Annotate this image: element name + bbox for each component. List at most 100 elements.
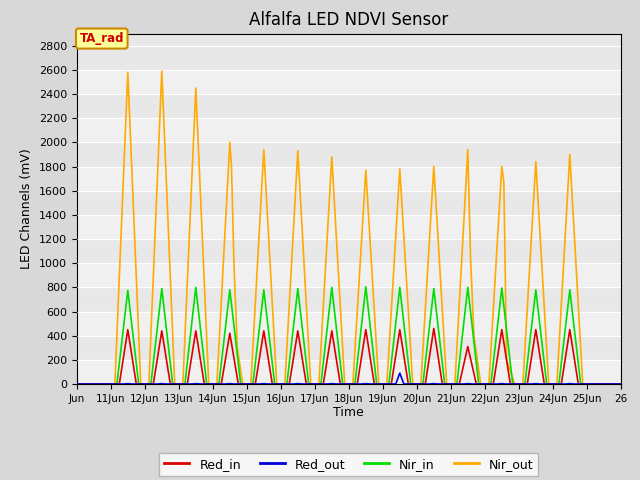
- Red_out: [188, 381, 196, 387]
- Red_in: [218, 381, 225, 387]
- Red_in: [200, 381, 208, 387]
- Red_in: [132, 381, 140, 387]
- Bar: [77, 191, 621, 215]
- Nir_in: [305, 381, 312, 387]
- Red_in: [396, 327, 404, 333]
- Bar: [77, 263, 621, 288]
- Red_in: [438, 381, 446, 387]
- Red_in: [566, 327, 573, 333]
- Red_out: [460, 381, 468, 387]
- Red_out: [570, 381, 578, 387]
- Nir_out: [247, 381, 255, 387]
- Red_in: [617, 381, 625, 387]
- Red_in: [252, 381, 259, 387]
- Red_in: [575, 381, 582, 387]
- Red_in: [234, 381, 242, 387]
- Red_in: [158, 328, 166, 334]
- Nir_in: [135, 381, 143, 387]
- Bar: [77, 46, 621, 70]
- Red_out: [324, 381, 332, 387]
- Red_in: [337, 381, 344, 387]
- Red_out: [426, 381, 433, 387]
- Red_in: [387, 381, 395, 387]
- Bar: [77, 215, 621, 239]
- Red_out: [332, 381, 340, 387]
- Nir_in: [158, 286, 166, 291]
- Red_in: [404, 381, 412, 387]
- Red_out: [222, 381, 230, 387]
- Bar: [77, 143, 621, 167]
- Red_in: [422, 381, 429, 387]
- Red_in: [124, 327, 132, 333]
- Red_out: [430, 381, 438, 386]
- Nir_in: [215, 381, 223, 387]
- Line: Red_in: Red_in: [77, 328, 621, 384]
- Nir_in: [464, 285, 472, 290]
- Red_out: [562, 381, 570, 387]
- Red_out: [260, 381, 268, 386]
- Red_in: [226, 330, 234, 336]
- Red_out: [328, 381, 335, 386]
- Nir_out: [228, 164, 236, 169]
- Red_in: [557, 381, 565, 387]
- Bar: [77, 360, 621, 384]
- Nir_in: [328, 285, 335, 290]
- Red_in: [353, 381, 361, 387]
- Red_out: [154, 381, 161, 387]
- Red_in: [540, 381, 548, 387]
- Red_out: [502, 381, 509, 387]
- Nir_in: [249, 381, 257, 387]
- Nir_in: [113, 381, 121, 387]
- Red_out: [73, 381, 81, 387]
- Nir_in: [339, 381, 346, 387]
- Red_out: [196, 381, 204, 387]
- Red_out: [536, 381, 544, 387]
- Red_out: [464, 381, 472, 386]
- Nir_in: [509, 381, 516, 387]
- Nir_in: [362, 284, 370, 289]
- Nir_in: [441, 381, 449, 387]
- Line: Nir_in: Nir_in: [77, 287, 621, 384]
- Bar: [77, 288, 621, 312]
- Red_out: [392, 381, 399, 387]
- Red_out: [256, 381, 264, 387]
- Nir_in: [169, 381, 177, 387]
- Nir_in: [453, 381, 461, 387]
- Nir_out: [73, 381, 81, 387]
- Red_out: [298, 381, 306, 387]
- Bar: [77, 70, 621, 94]
- Red_in: [490, 381, 497, 387]
- Nir_in: [317, 381, 324, 387]
- Bar: [77, 336, 621, 360]
- Bar: [77, 312, 621, 336]
- Red_in: [115, 381, 123, 387]
- Red_out: [290, 381, 298, 387]
- Red_out: [230, 381, 237, 387]
- Nir_in: [283, 381, 291, 387]
- Red_in: [150, 381, 157, 387]
- Bar: [77, 239, 621, 263]
- Bar: [77, 94, 621, 118]
- Nir_in: [385, 381, 393, 387]
- Red_out: [294, 381, 301, 386]
- Red_out: [468, 381, 476, 387]
- Nir_in: [73, 381, 81, 387]
- Red_out: [366, 381, 374, 387]
- Nir_in: [577, 381, 584, 387]
- Nir_in: [617, 381, 625, 387]
- Red_in: [260, 328, 268, 334]
- Red_in: [430, 325, 438, 331]
- Red_in: [268, 381, 276, 387]
- Red_out: [226, 381, 234, 386]
- Line: Red_out: Red_out: [77, 373, 621, 384]
- Red_out: [264, 381, 272, 387]
- Bar: [77, 118, 621, 143]
- Nir_in: [294, 286, 301, 291]
- Nir_in: [351, 381, 359, 387]
- Nir_in: [260, 287, 268, 293]
- Red_out: [192, 381, 200, 386]
- Red_out: [124, 381, 132, 386]
- Nir_in: [498, 285, 506, 291]
- Nir_in: [203, 381, 211, 387]
- Nir_in: [237, 381, 244, 387]
